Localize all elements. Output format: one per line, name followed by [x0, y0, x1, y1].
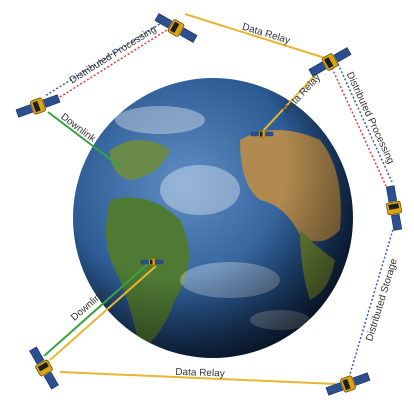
satellite: [26, 344, 62, 392]
link-label: Data Relay: [241, 22, 292, 47]
satellite: [382, 184, 406, 232]
link-label: Distributed Processing: [68, 24, 159, 86]
earth: [73, 78, 353, 358]
links: [43, 13, 395, 385]
link-label: Data Relay: [281, 72, 323, 116]
link-label: Distributed Storage: [364, 257, 400, 342]
link-label: Data Relay: [175, 367, 225, 380]
link-label: Downlink: [58, 112, 98, 146]
link-label: Distributed Processing: [344, 70, 396, 165]
